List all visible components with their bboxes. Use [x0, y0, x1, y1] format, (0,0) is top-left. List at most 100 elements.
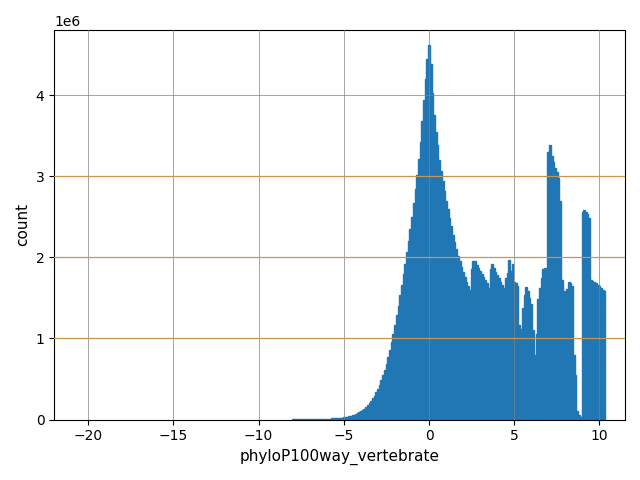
Bar	[488, 288, 490, 420]
Bar	[451, 227, 452, 420]
Bar	[394, 324, 396, 420]
Bar	[403, 275, 404, 420]
Bar	[471, 269, 472, 420]
Bar	[410, 229, 411, 420]
Bar	[588, 217, 590, 420]
Bar	[551, 156, 552, 420]
Bar	[597, 285, 598, 420]
Bar	[435, 132, 436, 420]
Bar	[503, 288, 505, 420]
Bar	[389, 350, 390, 420]
Bar	[466, 282, 467, 420]
Bar	[481, 275, 483, 420]
Bar	[431, 94, 433, 420]
Bar	[536, 335, 537, 420]
Bar	[415, 189, 416, 420]
Bar	[507, 273, 508, 420]
Bar	[532, 330, 534, 420]
Bar	[382, 375, 384, 420]
Bar	[358, 412, 360, 420]
Bar	[418, 159, 420, 420]
Bar	[425, 79, 426, 420]
Bar	[537, 300, 539, 420]
Bar	[595, 283, 597, 420]
Bar	[575, 375, 577, 420]
Bar	[445, 201, 447, 420]
Bar	[495, 272, 497, 420]
Bar	[593, 282, 595, 420]
Bar	[328, 419, 330, 420]
Bar	[369, 403, 371, 420]
Bar	[380, 380, 382, 420]
Bar	[420, 142, 421, 420]
Bar	[483, 277, 484, 420]
Bar	[568, 282, 570, 420]
Bar	[566, 289, 568, 420]
Bar	[341, 418, 343, 420]
Bar	[549, 145, 551, 420]
Bar	[587, 214, 588, 420]
Bar	[462, 272, 464, 420]
Bar	[384, 370, 385, 420]
Bar	[477, 268, 479, 420]
Bar	[461, 267, 462, 420]
Bar	[552, 162, 554, 420]
Bar	[469, 290, 471, 420]
Bar	[554, 168, 556, 420]
Bar	[319, 419, 321, 420]
Bar	[497, 275, 498, 420]
Bar	[336, 418, 338, 420]
Bar	[333, 419, 335, 420]
Bar	[583, 210, 585, 420]
X-axis label: phyloP100way_vertebrate: phyloP100way_vertebrate	[239, 449, 440, 465]
Bar	[436, 145, 438, 420]
Bar	[350, 416, 351, 420]
Bar	[573, 355, 575, 420]
Bar	[447, 209, 449, 420]
Bar	[457, 256, 459, 420]
Bar	[500, 282, 502, 420]
Bar	[454, 242, 456, 420]
Bar	[343, 417, 345, 420]
Bar	[520, 329, 522, 420]
Bar	[371, 401, 372, 420]
Bar	[397, 306, 399, 420]
Bar	[348, 416, 350, 420]
Bar	[598, 287, 600, 420]
Bar	[416, 175, 418, 420]
Bar	[433, 115, 435, 420]
Bar	[442, 181, 444, 420]
Bar	[392, 334, 394, 420]
Bar	[323, 419, 324, 420]
Bar	[459, 261, 461, 420]
Bar	[355, 414, 356, 420]
Bar	[387, 357, 389, 420]
Bar	[476, 265, 477, 420]
Bar	[324, 419, 326, 420]
Bar	[502, 285, 503, 420]
Bar	[326, 419, 328, 420]
Bar	[406, 252, 408, 420]
Bar	[484, 280, 486, 420]
Bar	[557, 178, 559, 420]
Bar	[539, 288, 541, 420]
Bar	[486, 283, 488, 420]
Bar	[421, 121, 423, 420]
Bar	[401, 285, 403, 420]
Bar	[321, 419, 323, 420]
Bar	[367, 405, 369, 420]
Bar	[464, 277, 466, 420]
Bar	[372, 398, 374, 420]
Bar	[377, 389, 379, 420]
Bar	[563, 291, 564, 420]
Bar	[510, 271, 512, 420]
Bar	[518, 325, 520, 420]
Bar	[430, 64, 431, 420]
Bar	[508, 260, 510, 420]
Bar	[335, 418, 336, 420]
Bar	[600, 288, 602, 420]
Bar	[578, 416, 580, 420]
Bar	[411, 217, 413, 420]
Bar	[438, 160, 440, 420]
Bar	[456, 249, 457, 420]
